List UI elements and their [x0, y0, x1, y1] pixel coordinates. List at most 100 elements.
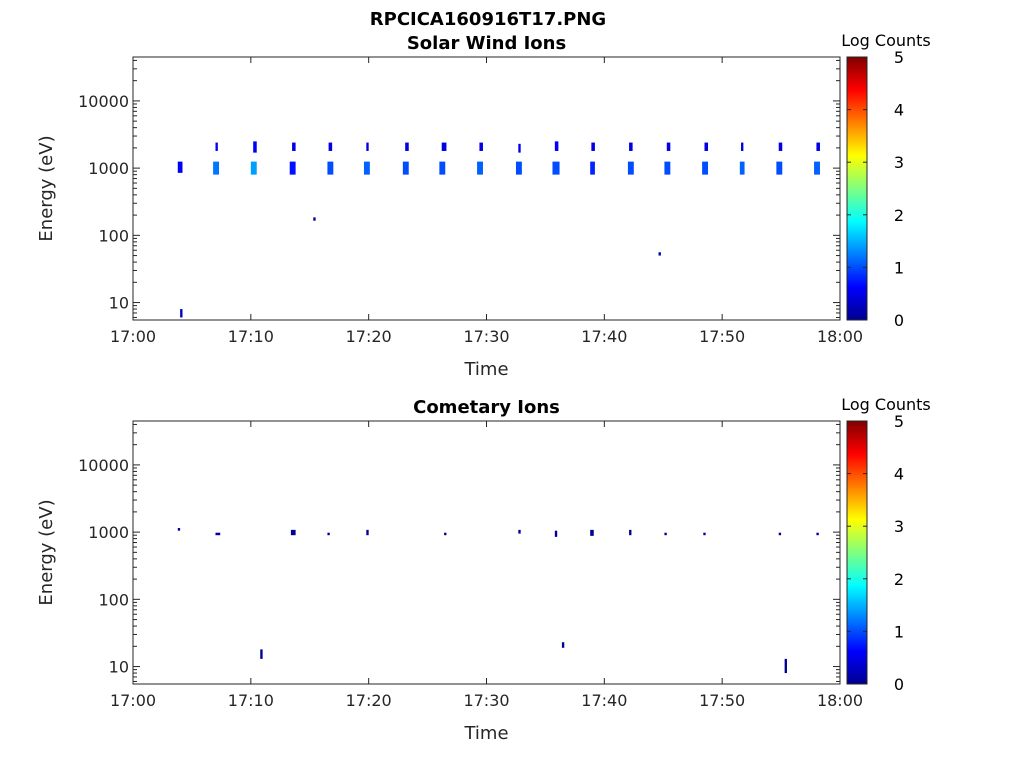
y-tick-label: 10 — [109, 658, 129, 677]
x-axis-label: Time — [463, 723, 508, 744]
heatmap-cell — [260, 649, 263, 659]
heatmap-cell — [518, 529, 521, 534]
heatmap-cell — [590, 161, 595, 175]
heatmap-cell — [561, 642, 565, 648]
x-tick-label: 17:30 — [463, 327, 509, 346]
heatmap-cell — [816, 142, 820, 151]
heatmap-cell — [366, 529, 369, 536]
heatmap-cell — [250, 161, 257, 175]
colorbar-tick-label: 1 — [894, 258, 904, 277]
colorbar-label: Log Counts — [841, 31, 931, 50]
colorbar-tick-label: 2 — [894, 206, 904, 225]
colorbar-tick-label: 4 — [894, 465, 904, 484]
y-tick-label: 100 — [98, 226, 129, 245]
heatmap-cell — [629, 142, 633, 151]
heatmap-cell — [629, 529, 632, 536]
y-axis-label: Energy (eV) — [36, 135, 57, 241]
heatmap-cell — [666, 142, 671, 151]
panel-solar-wind-ions: Solar Wind Ions 17:00 17:10 17:20 17:30 17:40… — [36, 31, 931, 380]
colorbar-gradient — [847, 421, 867, 684]
heatmap-cells — [177, 528, 819, 674]
y-axis-label: Energy (eV) — [36, 499, 57, 605]
heatmap-cell — [741, 142, 744, 151]
heatmap-cell — [215, 142, 218, 151]
heatmap-cell — [776, 161, 783, 175]
heatmap-cell — [292, 142, 296, 151]
heatmap-cell — [289, 161, 296, 175]
heatmap-cell — [363, 161, 370, 175]
heatmap-cell — [444, 532, 447, 536]
heatmap-cell — [703, 532, 706, 536]
x-tick-label: 17:00 — [110, 691, 156, 710]
x-tick-label: 17:50 — [699, 327, 745, 346]
colorbar-tick-label: 2 — [894, 570, 904, 589]
heatmap-cell — [664, 161, 671, 175]
heatmap-cell — [253, 141, 257, 153]
x-tick-label: 17:40 — [581, 327, 627, 346]
x-tick-label: 17:10 — [228, 691, 274, 710]
x-tick-label: 17:10 — [228, 327, 274, 346]
y-tick-label: 10000 — [78, 456, 129, 475]
y-tick-label: 1000 — [88, 159, 129, 178]
heatmap-cell — [591, 142, 595, 151]
colorbar-frame — [846, 56, 868, 321]
colorbar-tick-label: 0 — [894, 675, 904, 694]
colorbar-tick-label: 4 — [894, 101, 904, 120]
colorbar-label: Log Counts — [841, 395, 931, 414]
heatmap-cells — [177, 141, 820, 318]
x-tick-label: 18:00 — [817, 327, 863, 346]
colorbar-tick-label: 1 — [894, 622, 904, 641]
heatmap-cell — [554, 530, 558, 537]
heatmap-cell — [439, 161, 446, 175]
heatmap-cell — [177, 161, 183, 173]
x-tick-label: 17:40 — [581, 691, 627, 710]
heatmap-cell — [479, 142, 483, 151]
panel-cometary-ions: Cometary Ions 17:00 17:10 17:20 17:30 17:40 17… — [36, 395, 931, 744]
heatmap-cell — [590, 529, 594, 536]
x-tick-label: 17:30 — [463, 691, 509, 710]
heatmap-cell — [515, 161, 522, 175]
heatmap-cell — [213, 161, 220, 175]
heatmap-cell — [290, 529, 296, 536]
heatmap-cell — [313, 217, 316, 221]
plot-title: Solar Wind Ions — [407, 33, 566, 54]
heatmap-cell — [784, 658, 787, 674]
x-tick-label: 17:50 — [699, 691, 745, 710]
y-tick-label: 10 — [109, 294, 129, 313]
heatmap-cell — [402, 161, 409, 175]
heatmap-cell — [477, 161, 483, 175]
colorbar-tick-label: 0 — [894, 311, 904, 330]
heatmap-cell — [327, 532, 330, 536]
heatmap-cell — [658, 252, 661, 256]
heatmap-cell — [366, 142, 369, 151]
heatmap-cell — [180, 309, 183, 318]
heatmap-cell — [778, 142, 783, 151]
heatmap-cell — [327, 161, 334, 175]
heatmap-cell — [627, 161, 634, 175]
heatmap-cell — [814, 161, 820, 175]
colorbar-tick-label: 3 — [894, 517, 904, 536]
y-tick-label: 1000 — [88, 523, 129, 542]
heatmap-cell — [405, 142, 409, 151]
colorbar-tick-label: 5 — [894, 48, 904, 67]
y-tick-label: 10000 — [78, 92, 129, 111]
heatmap-cell — [177, 528, 181, 531]
heatmap-cell — [778, 532, 782, 536]
heatmap-cell — [554, 141, 559, 151]
x-tick-label: 17:00 — [110, 327, 156, 346]
plot-frame — [132, 420, 841, 685]
heatmap-cell — [664, 532, 667, 536]
heatmap-cell — [816, 532, 819, 536]
colorbar-tick-label: 3 — [894, 153, 904, 172]
colorbar-frame — [846, 420, 868, 685]
heatmap-cell — [739, 161, 745, 175]
colorbar-tick-label: 5 — [894, 412, 904, 431]
x-axis-label: Time — [463, 359, 508, 380]
figure-title: RPCICA160916T17.PNG — [370, 9, 606, 30]
x-tick-label: 18:00 — [817, 691, 863, 710]
colorbar-gradient — [847, 57, 867, 320]
plot-frame — [132, 56, 841, 321]
